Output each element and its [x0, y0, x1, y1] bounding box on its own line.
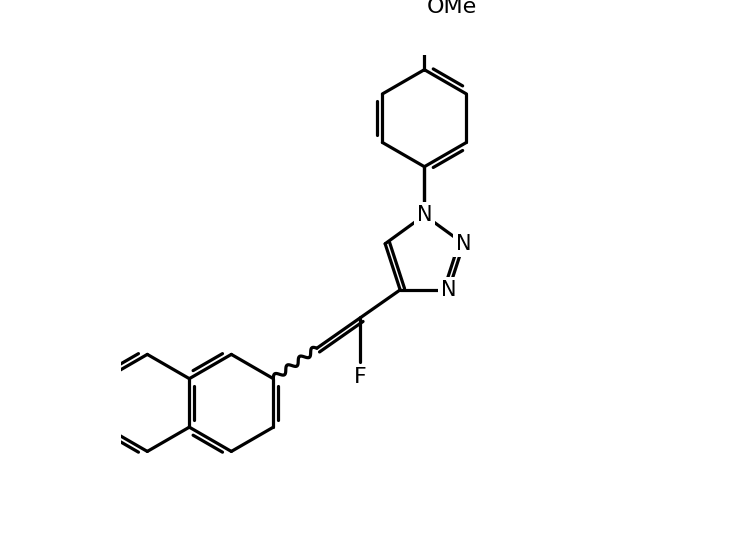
- Text: N: N: [456, 234, 472, 254]
- Text: N: N: [417, 205, 432, 225]
- Text: F: F: [354, 367, 367, 387]
- Text: N: N: [441, 280, 457, 300]
- Text: OMe: OMe: [427, 0, 477, 17]
